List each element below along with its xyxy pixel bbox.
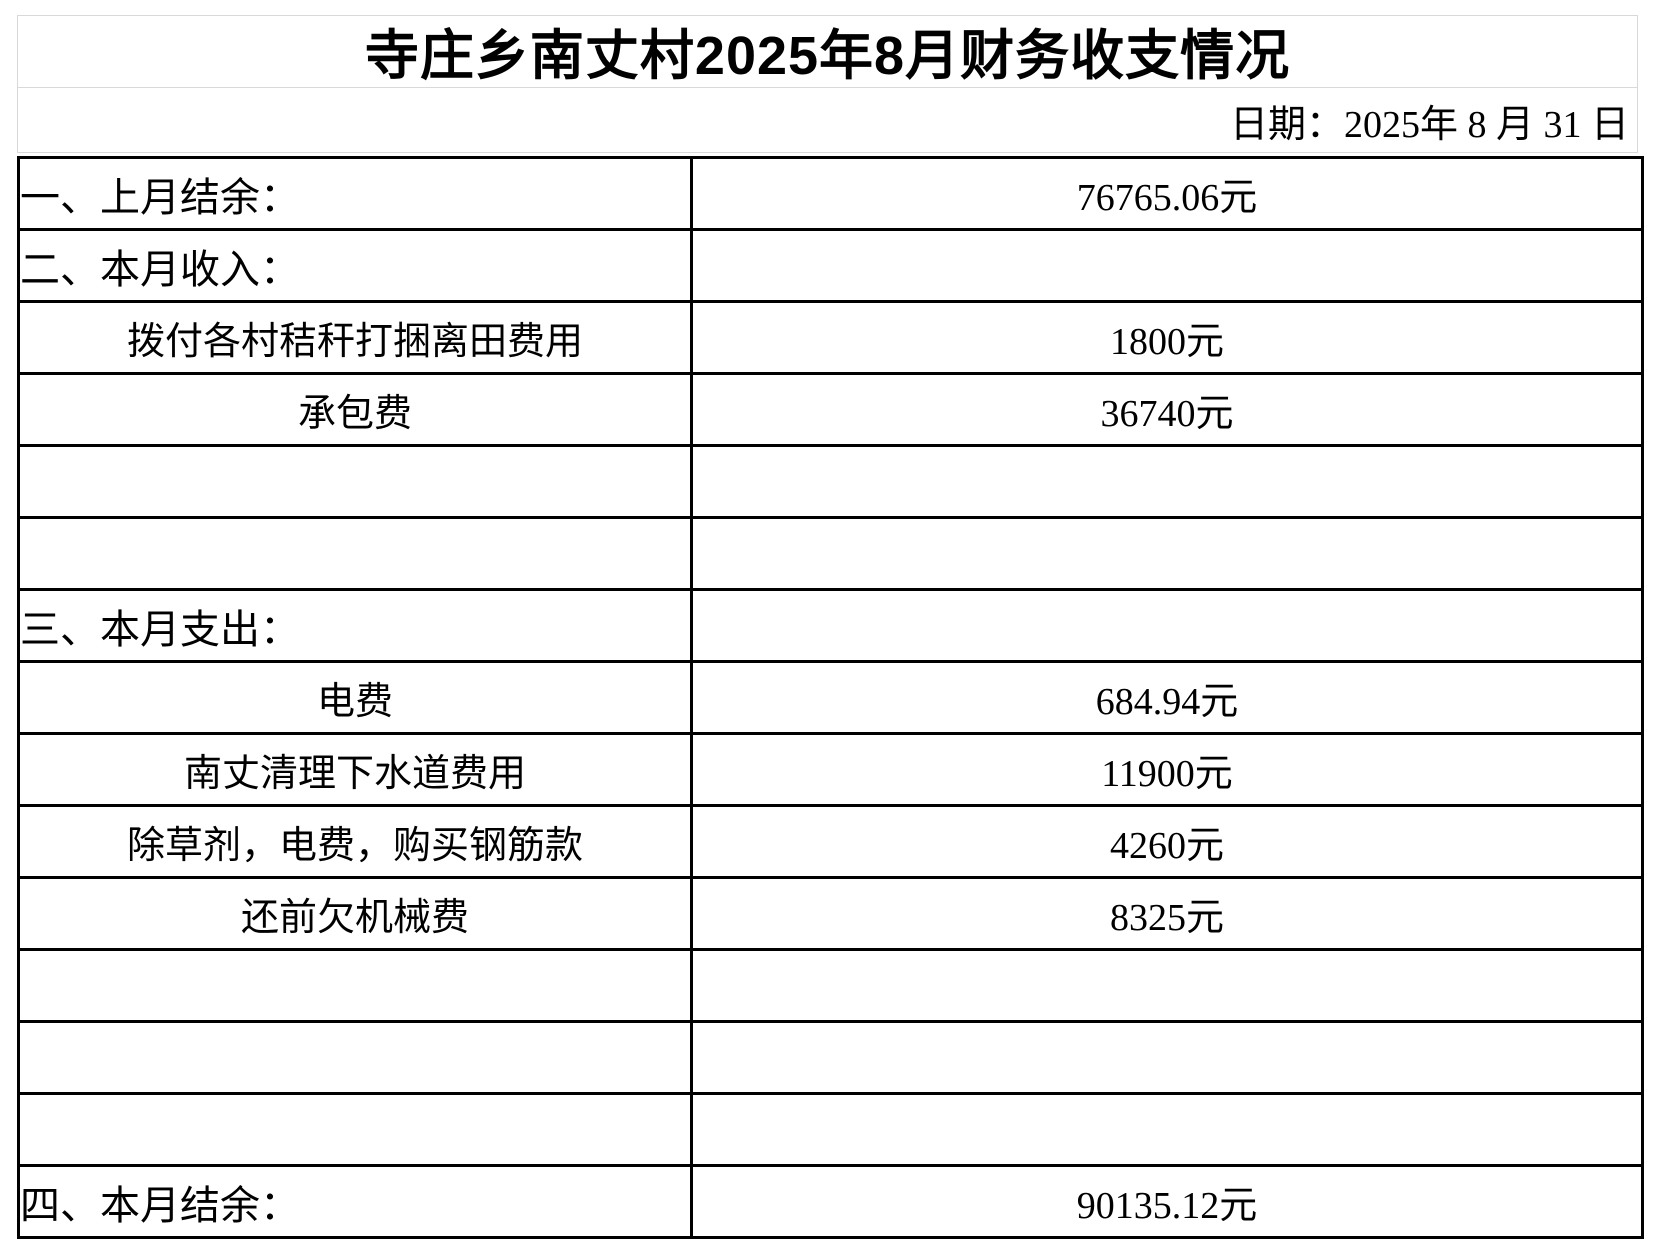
amount-value-cell <box>690 588 1644 663</box>
date-row: 日期：2025年 8 月 31 日 <box>18 88 1637 152</box>
table-row <box>17 948 1644 1023</box>
amount-value-cell <box>690 948 1644 1023</box>
amount-value-cell <box>690 516 1644 591</box>
title-row: 寺庄乡南丈村2025年8月财务收支情况 <box>18 16 1637 88</box>
item-label-cell: 三、本月支出： <box>17 588 693 663</box>
item-label-cell <box>17 948 693 1023</box>
item-label-cell: 四、本月结余： <box>17 1164 693 1239</box>
amount-value-cell: 36740元 <box>690 372 1644 447</box>
item-label-cell: 除草剂，电费，购买钢筋款 <box>17 804 693 879</box>
item-label-cell: 拨付各村秸秆打捆离田费用 <box>17 300 693 375</box>
table-row: 拨付各村秸秆打捆离田费用 1800元 <box>17 300 1644 375</box>
item-label-cell: 二、本月收入： <box>17 228 693 303</box>
amount-value-cell: 11900元 <box>690 732 1644 807</box>
amount-value-cell: 90135.12元 <box>690 1164 1644 1239</box>
table-row <box>17 1020 1644 1095</box>
item-label-cell: 承包费 <box>17 372 693 447</box>
amount-value-cell: 4260元 <box>690 804 1644 879</box>
table-row: 一、上月结余： 76765.06元 <box>17 156 1644 231</box>
amount-value-cell <box>690 444 1644 519</box>
amount-value-cell: 1800元 <box>690 300 1644 375</box>
finance-table: 一、上月结余： 76765.06元 二、本月收入： 拨付各村秸秆打捆离田费用 1800元… <box>17 156 1644 1239</box>
finance-table-body: 一、上月结余： 76765.06元 二、本月收入： 拨付各村秸秆打捆离田费用 1800元… <box>17 156 1644 1239</box>
table-row: 承包费 36740元 <box>17 372 1644 447</box>
table-row <box>17 516 1644 591</box>
table-row: 三、本月支出： <box>17 588 1644 663</box>
table-row <box>17 1092 1644 1167</box>
amount-value-cell: 76765.06元 <box>690 156 1644 231</box>
table-row: 除草剂，电费，购买钢筋款 4260元 <box>17 804 1644 879</box>
table-row <box>17 444 1644 519</box>
item-label-cell: 一、上月结余： <box>17 156 693 231</box>
item-label-cell <box>17 516 693 591</box>
item-label-cell <box>17 1020 693 1095</box>
amount-value-cell <box>690 228 1644 303</box>
item-label-cell <box>17 1092 693 1167</box>
amount-value-cell <box>690 1020 1644 1095</box>
table-row: 电费 684.94元 <box>17 660 1644 735</box>
amount-value-cell <box>690 1092 1644 1167</box>
header-area: 寺庄乡南丈村2025年8月财务收支情况 日期：2025年 8 月 31 日 <box>17 15 1638 153</box>
report-date: 日期：2025年 8 月 31 日 <box>1229 103 1629 146</box>
item-label-cell: 南丈清理下水道费用 <box>17 732 693 807</box>
amount-value-cell: 8325元 <box>690 876 1644 951</box>
amount-value-cell: 684.94元 <box>690 660 1644 735</box>
item-label-cell <box>17 444 693 519</box>
table-row: 四、本月结余： 90135.12元 <box>17 1164 1644 1239</box>
item-label-cell: 还前欠机械费 <box>17 876 693 951</box>
item-label-cell: 电费 <box>17 660 693 735</box>
table-row: 还前欠机械费 8325元 <box>17 876 1644 951</box>
page-title: 寺庄乡南丈村2025年8月财务收支情况 <box>364 26 1291 86</box>
table-row: 南丈清理下水道费用 11900元 <box>17 732 1644 807</box>
table-row: 二、本月收入： <box>17 228 1644 303</box>
